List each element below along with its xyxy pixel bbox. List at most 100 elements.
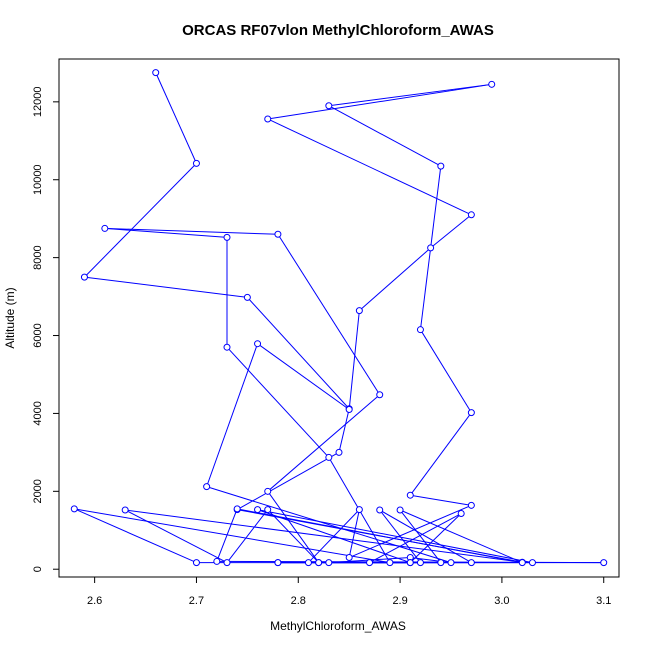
data-point (376, 391, 384, 399)
data-point (600, 559, 608, 567)
data-point (203, 483, 211, 491)
series-segment (338, 408, 350, 453)
data-point (518, 559, 526, 567)
data-point (274, 230, 282, 238)
series-segment (124, 509, 228, 564)
series-segment (399, 509, 523, 564)
data-point (406, 491, 414, 499)
series-segment (369, 513, 462, 564)
data-point (223, 559, 231, 567)
chart-title: ORCAS RF07vlon MethylChloroform_AWAS (182, 22, 494, 39)
y-tick-label: 8000 (32, 245, 44, 269)
series-segment (237, 508, 523, 564)
data-point (488, 80, 496, 88)
data-point (254, 506, 262, 514)
y-axis-label: Altitude (m) (3, 287, 17, 348)
series-segment (206, 486, 452, 564)
data-point (427, 244, 435, 252)
data-point (254, 340, 262, 348)
data-point (101, 224, 109, 232)
series-segment (348, 509, 360, 558)
data-point (264, 487, 272, 495)
plot-frame (58, 58, 620, 578)
data-point (437, 559, 445, 567)
data-point (437, 162, 445, 170)
data-point (467, 211, 475, 219)
series-segment (74, 508, 197, 564)
series-segment (409, 513, 462, 563)
series-segment (246, 297, 350, 410)
data-point (467, 501, 475, 509)
y-tick-label: 2000 (32, 479, 44, 503)
data-point (345, 406, 353, 414)
series-segment (359, 247, 431, 311)
x-tick-label: 2.9 (392, 595, 407, 607)
y-axis: 0 2000 4000 6000 8000 10000 12000 (32, 87, 59, 572)
data-point (264, 506, 272, 514)
y-tick-label: 10000 (32, 164, 44, 195)
series-segment (267, 118, 472, 216)
series-segment (267, 509, 319, 563)
series-segment (104, 227, 278, 235)
data-point (223, 343, 231, 351)
y-tick-label: 12000 (32, 87, 44, 118)
data-point (121, 506, 129, 514)
data-point (457, 510, 465, 518)
data-point (406, 559, 414, 567)
series-segment (257, 343, 350, 410)
data-point (264, 115, 272, 123)
x-tick-label: 2.7 (189, 595, 204, 607)
data-point (80, 273, 88, 281)
data-point (447, 559, 455, 567)
data-point (152, 69, 160, 77)
series-segment (236, 451, 340, 511)
data-point (223, 233, 231, 241)
series-segment (328, 83, 492, 107)
y-tick-label: 6000 (32, 323, 44, 347)
series-segment (420, 329, 472, 413)
series-segment (84, 163, 197, 278)
series-segment (267, 83, 492, 120)
series-lines (74, 72, 604, 564)
data-point (416, 559, 424, 567)
series-segment (379, 509, 421, 563)
data-point (243, 293, 251, 301)
data-point (233, 505, 241, 513)
series-segment (410, 494, 472, 506)
y-tick-label: 0 (32, 566, 44, 572)
data-point (467, 559, 475, 567)
series-segment (74, 508, 390, 564)
series-segment (226, 509, 269, 563)
series-segment (328, 105, 442, 167)
series-segment (277, 233, 381, 395)
series-segment (155, 72, 197, 164)
x-tick-label: 2.8 (291, 595, 306, 607)
data-point (467, 409, 475, 417)
series-segment (125, 509, 523, 563)
data-point (376, 506, 384, 514)
data-point (192, 559, 200, 567)
series-segment (409, 412, 472, 496)
x-tick-label: 3.1 (596, 595, 611, 607)
data-point (335, 448, 343, 456)
data-point (325, 102, 333, 110)
x-tick-label: 2.6 (87, 595, 102, 607)
series-segment (257, 509, 533, 564)
series-segment (379, 509, 472, 564)
data-point (304, 559, 312, 567)
series-segment (430, 214, 472, 249)
data-point (274, 559, 282, 567)
series-segment (206, 343, 259, 487)
series-segment (226, 346, 330, 458)
data-point (528, 559, 536, 567)
data-point (213, 557, 221, 565)
data-point (325, 453, 333, 461)
data-point (355, 307, 363, 315)
x-tick-label: 3.0 (494, 595, 509, 607)
data-point (386, 559, 394, 567)
data-point (315, 559, 323, 567)
series-segment (267, 394, 381, 492)
series-segment (399, 509, 442, 563)
x-axis: 2.6 2.7 2.8 2.9 3.0 3.1 (87, 577, 611, 607)
